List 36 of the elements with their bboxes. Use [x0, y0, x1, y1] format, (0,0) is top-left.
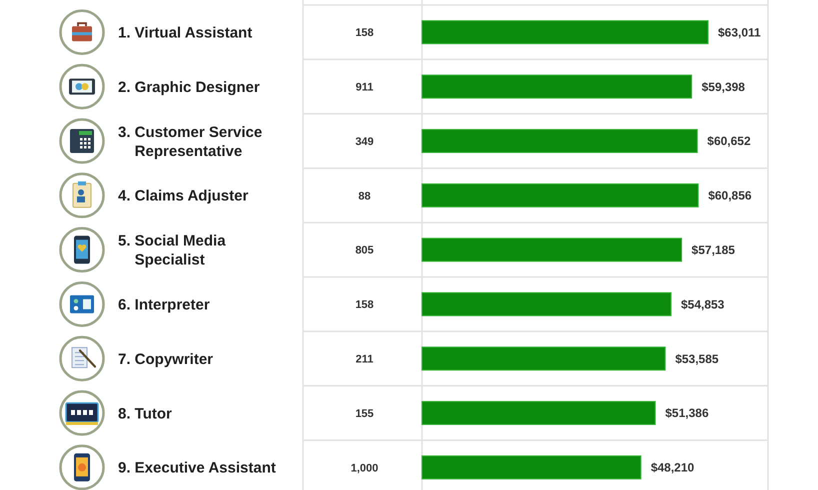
y-tick-label: 4. Claims Adjuster: [118, 188, 248, 205]
bar: [422, 20, 708, 44]
text: 805: [355, 244, 374, 257]
bar: [422, 346, 666, 371]
bar: [422, 292, 672, 316]
y-tick-label: 8. Tutor: [118, 405, 172, 422]
data-label: $48,210: [650, 460, 695, 475]
y-tick-label: 2. Graphic Designer: [118, 78, 260, 96]
bar: [422, 74, 692, 99]
data-label: $60,652: [707, 134, 751, 148]
bar: [422, 401, 656, 425]
text: 349: [355, 136, 374, 148]
bar: [422, 129, 698, 153]
text: 158: [355, 27, 374, 40]
data-label: $54,853: [680, 297, 725, 312]
y-tick-label: 9. Executive Assistant: [118, 460, 276, 477]
data-label: $60,856: [708, 188, 752, 203]
text: 155: [355, 408, 374, 420]
data-label: $59,398: [702, 80, 746, 94]
bar: [422, 455, 642, 480]
data-label: $63,011: [718, 25, 762, 40]
text: 88: [358, 190, 371, 202]
data-label: $57,185: [692, 243, 736, 257]
text: 158: [355, 299, 374, 312]
bar: [422, 183, 699, 208]
y-tick-label: 3. Customer Service Representative: [118, 124, 262, 160]
bar: [422, 238, 682, 262]
y-tick-label: 1. Virtual Assistant: [118, 24, 252, 42]
y-tick-label: 6. Interpreter: [118, 296, 210, 314]
text: 211: [356, 353, 374, 366]
data-label: $53,585: [675, 352, 719, 366]
text: 911: [356, 81, 374, 94]
text: 1,000: [350, 462, 378, 474]
y-tick-label: 5. Social Media Specialist: [118, 232, 226, 269]
y-tick-label: 7. Copywriter: [118, 350, 214, 368]
data-label: $51,386: [665, 406, 709, 420]
